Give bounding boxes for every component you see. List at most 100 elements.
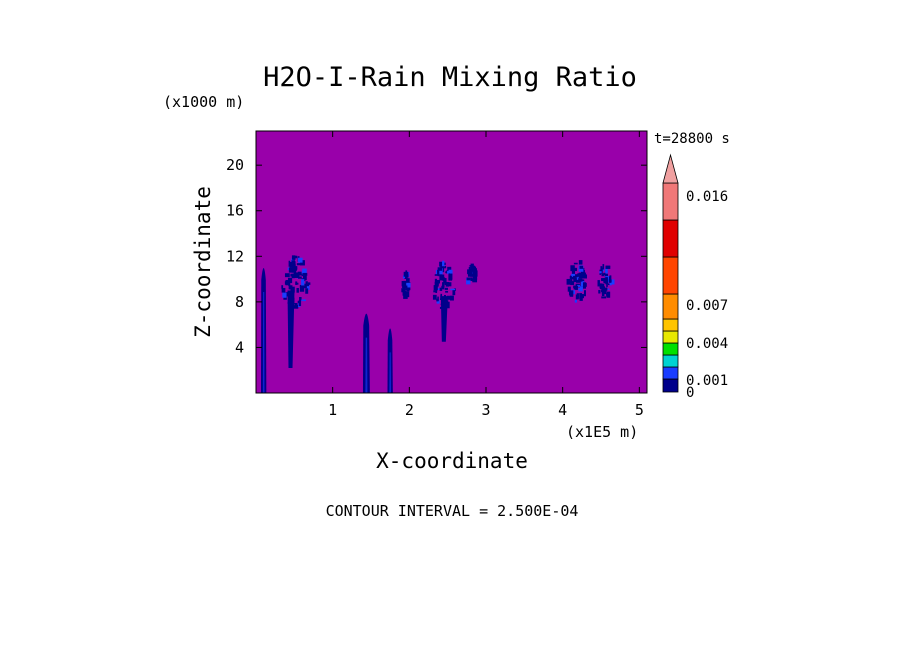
rain-speck (282, 292, 287, 298)
rain-speck (281, 287, 286, 293)
rain-speck (581, 272, 586, 279)
x-tick-label-5: 5 (635, 401, 644, 419)
rain-speck (567, 286, 571, 292)
plot-background (256, 131, 647, 393)
rain-speck (576, 279, 581, 283)
rain-speck (580, 285, 584, 289)
rain-speck (447, 266, 452, 272)
rain-speck (288, 260, 291, 267)
rain-speck (298, 300, 302, 307)
rain-speck (439, 287, 443, 291)
x-tick-label-2: 2 (405, 401, 414, 419)
colorbar-segment-4 (662, 330, 679, 344)
rain-speck (402, 290, 407, 296)
rain-speck (446, 295, 450, 299)
rain-speck (281, 285, 284, 289)
y-tick-label-20: 20 (226, 156, 244, 174)
rain-speck (296, 263, 301, 266)
rain-speck (470, 277, 473, 281)
rain-speck (405, 285, 408, 290)
rain-speck (296, 287, 299, 293)
rain-speck (290, 273, 294, 277)
rain-speck (445, 290, 449, 293)
rain-speck (288, 267, 294, 273)
rain-speck (447, 270, 449, 275)
rain-speck (469, 268, 475, 270)
rain-speck (568, 290, 574, 296)
rain-speck (434, 278, 437, 285)
rain-speck (605, 277, 608, 279)
rain-speck (304, 283, 309, 287)
rain-column-core-1 (365, 337, 368, 393)
rain-speck (445, 271, 448, 274)
rain-speck (579, 265, 584, 269)
y-tick-label-16: 16 (226, 202, 244, 220)
rain-speck (570, 277, 573, 284)
x-tick-label-3: 3 (481, 401, 490, 419)
rain-speck (403, 271, 409, 277)
rain-speck (288, 285, 293, 290)
y-tick-label-4: 4 (235, 338, 244, 356)
colorbar-arrow (662, 153, 679, 184)
rain-speck (434, 274, 438, 276)
plot-frame (255, 130, 648, 394)
rain-speck (578, 272, 583, 279)
rain-speck (575, 277, 579, 280)
colorbar-segment-2 (662, 354, 679, 368)
rain-speck (295, 281, 298, 285)
rain-cluster-9 (566, 260, 587, 303)
rain-speck (578, 287, 583, 292)
y-axis-label: Z-coordinate (191, 186, 215, 338)
rain-speck (466, 277, 471, 281)
rain-speck (437, 269, 440, 277)
rain-speck (601, 286, 606, 292)
rain-speck (401, 280, 406, 287)
rain-speck (296, 273, 301, 276)
rain-speck (571, 273, 576, 276)
rain-speck (469, 270, 473, 276)
rain-speck (605, 268, 608, 274)
rain-speck (472, 268, 477, 272)
rain-speck (285, 280, 289, 286)
rain-speck (302, 272, 308, 276)
rain-speck (440, 293, 443, 297)
x-axis-label: X-coordinate (376, 449, 528, 473)
rain-speck (402, 283, 406, 289)
plot-area (255, 130, 648, 394)
rain-speck (472, 277, 478, 283)
time-label: t=28800 s (654, 131, 730, 147)
rain-speck (435, 283, 439, 286)
rain-speck (303, 286, 307, 289)
rain-speck (609, 282, 612, 286)
rain-cluster-5 (401, 270, 411, 299)
rain-speck (433, 285, 438, 291)
rain-speck (290, 286, 293, 293)
x-axis-ticks: 1 2 3 4 5 (328, 131, 644, 419)
rain-speck (573, 277, 577, 283)
rain-speck (607, 288, 610, 291)
rain-speck (406, 282, 411, 288)
rain-speck (598, 289, 601, 294)
rain-speck (292, 264, 296, 271)
colorbar-label-0: 0 (686, 385, 694, 401)
rain-speck (446, 301, 450, 309)
rain-speck (441, 285, 445, 290)
y-tick-label-8: 8 (235, 293, 244, 311)
rain-speck (606, 291, 611, 298)
rain-speck (402, 275, 407, 279)
rain-speck (301, 279, 305, 286)
rain-speck (570, 265, 575, 272)
rain-speck (574, 299, 577, 303)
rain-speck (599, 271, 602, 274)
rain-speck (601, 296, 607, 299)
rain-speck (432, 294, 437, 300)
rain-speck (472, 266, 477, 269)
rain-speck (295, 304, 299, 307)
rain-speck (579, 293, 583, 300)
colorbar-segment-0 (662, 378, 679, 393)
rain-speck (601, 278, 606, 282)
rain-speck (442, 282, 445, 288)
rain-column-core-0 (262, 292, 265, 393)
rain-speck (452, 290, 456, 296)
